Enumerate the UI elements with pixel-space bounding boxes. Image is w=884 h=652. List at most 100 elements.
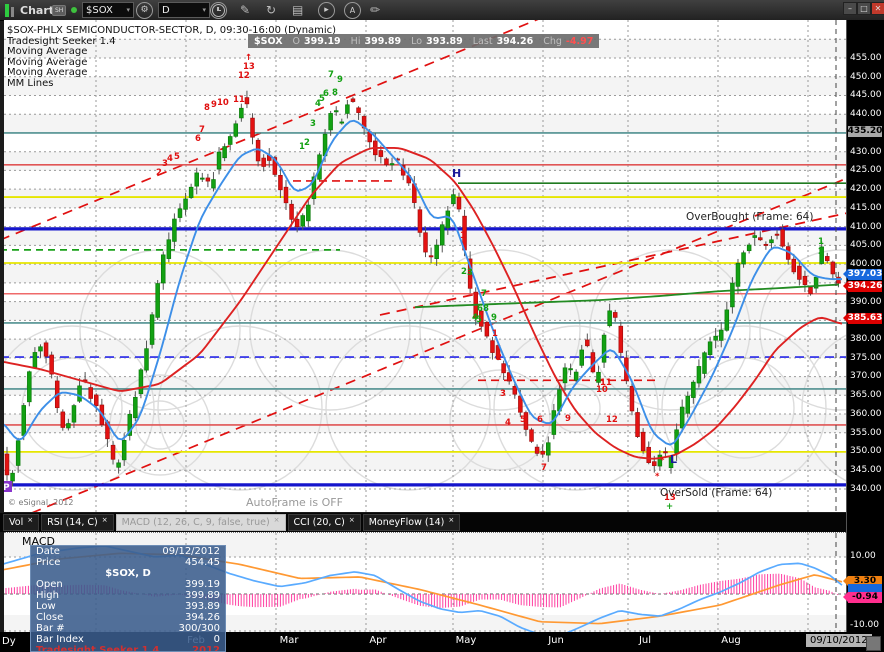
axis-tick-label: 360.00 — [850, 409, 882, 419]
toolbar: Chart SH $SOX ▾ ⚙ D ▾ ✎ ↻ ▤ ▸ A ✏ – □ ✕ — [0, 0, 884, 21]
axis-tick-label: 10.00 — [850, 551, 876, 561]
indicator-tabbar: Vol × RSI (14, C) × MACD (12, 26, C, 9, fals… — [0, 513, 846, 532]
databox-row: Low 393.89 — [36, 601, 220, 612]
count-marker: 3 — [467, 268, 473, 278]
count-marker: 2 — [818, 247, 824, 257]
axis-tick-label: 390.00 — [850, 297, 882, 307]
minimize-button[interactable]: – — [843, 2, 857, 15]
price-chart-pane[interactable]: 2 3 4 5 6 7 8 9 10 11 12 13 ↑ 1 2 3 4 5 6 7 8 9 H 1 2 3 7 6 8 4 5 9 1 2 3 4… — [0, 0, 884, 527]
oversold-label: OverSold (Frame: 64) — [660, 487, 772, 499]
close-button[interactable]: ✕ — [871, 2, 884, 15]
axis-tick-label: 425.00 — [850, 165, 882, 175]
maximize-button[interactable]: □ — [857, 2, 871, 15]
count-marker: 4 — [315, 99, 321, 109]
count-marker: 10 — [596, 385, 608, 395]
indicator-tab-vol[interactable]: Vol × — [3, 514, 40, 531]
quote-symbol: $SOX — [254, 35, 283, 47]
copyright-text: © eSignal, 2012 — [8, 498, 74, 507]
eraser-icon[interactable]: ✏ — [370, 3, 381, 17]
layout-badge: SH — [52, 4, 67, 16]
tab-close-icon[interactable]: × — [273, 515, 280, 524]
count-marker: 6 — [477, 304, 483, 314]
quote-board-icon[interactable]: ▤ — [292, 3, 304, 17]
databox-row: High 399.89 — [36, 590, 220, 601]
axis-mode-label: Dy — [2, 636, 16, 647]
chart-legend: $SOX-PHLX SEMICONDUCTOR-SECTOR, D, 09:30… — [7, 26, 336, 89]
axis-tick-label: 370.00 — [850, 371, 882, 381]
indicator-tab-rsi[interactable]: RSI (14, C) × — [41, 514, 114, 531]
macd-pane-label: MACD — [22, 535, 55, 548]
resize-grip[interactable] — [866, 636, 881, 651]
indicator-tab-macd[interactable]: MACD (12, 26, C, 9, false, true) × — [115, 514, 286, 531]
price-tag: 385.63 — [843, 312, 882, 324]
axis-tick-label: -10.00 — [850, 620, 880, 630]
symbol-select[interactable]: $SOX ▾ — [82, 2, 134, 18]
count-marker: + — [666, 502, 673, 512]
symbol-gear-icon[interactable]: ⚙ — [136, 1, 153, 19]
axis-tick-label: 380.00 — [850, 334, 882, 344]
count-marker: 7 — [481, 289, 487, 299]
price-axis[interactable]: 455.00 450.00 445.00 440.00 430.00 425.00 420.… — [843, 20, 884, 632]
legend-item: Moving Average — [7, 56, 88, 68]
count-marker: 8 — [204, 103, 210, 113]
quote-low: 393.89 — [426, 35, 463, 47]
quote-bar: $SOX O 399.19 Hi 399.89 Lo 393.89 Last 394.2… — [248, 34, 600, 48]
count-marker: 6 — [195, 134, 201, 144]
count-marker: 8 — [483, 304, 489, 314]
month-label: Apr — [369, 635, 387, 646]
count-marker: 1 — [299, 142, 305, 152]
axis-tick-label: 340.00 — [850, 484, 882, 494]
count-marker: 9 — [491, 313, 497, 323]
refresh-icon[interactable]: ↻ — [266, 3, 277, 17]
indicator-tab-cci[interactable]: CCI (20, C) × — [287, 514, 361, 531]
count-marker: 5 — [319, 94, 325, 104]
tab-close-icon[interactable]: × — [101, 515, 108, 524]
interval-clock-icon[interactable] — [210, 1, 227, 19]
annotation-icon[interactable]: A — [344, 1, 361, 19]
count-marker: 7 — [328, 70, 334, 80]
price-tag — [848, 583, 882, 595]
tab-close-icon[interactable]: × — [27, 515, 34, 524]
count-marker: 10 — [217, 98, 229, 108]
interval-select[interactable]: D ▾ — [158, 2, 210, 18]
axis-tick-label: 350.00 — [850, 446, 882, 456]
month-label: Jun — [548, 635, 564, 646]
chart-tab-label[interactable]: Chart — [20, 3, 55, 17]
cursor-data-box: Date 09/12/2012 Price 454.45 $SOX, D Open 399.… — [30, 545, 226, 652]
pivot-label: P — [4, 483, 10, 493]
count-marker: 1 — [492, 329, 498, 339]
tab-close-icon[interactable]: × — [348, 515, 355, 524]
count-marker: 1 — [460, 231, 466, 241]
cursor-date-tag: 09/10/2012 — [806, 634, 872, 647]
axis-tick-label: 415.00 — [850, 203, 882, 213]
count-marker: 5 — [174, 152, 180, 162]
databox-row: Open 399.19 — [36, 579, 220, 590]
databox-row: Price 454.45 — [36, 557, 220, 568]
count-marker: 8 — [332, 88, 338, 98]
databox-row: $SOX, D — [105, 568, 151, 579]
count-marker: 3 — [310, 119, 316, 129]
axis-tick-label: 400.00 — [850, 259, 882, 269]
axis-tick-label: 405.00 — [850, 240, 882, 250]
autoframe-status: AutoFrame is OFF — [246, 496, 343, 509]
month-label: Jul — [638, 635, 652, 646]
count-marker: 2 — [461, 267, 467, 277]
legend-item: Moving Average — [7, 46, 88, 57]
databox-row: Bar #300/300 — [36, 623, 220, 634]
play-icon[interactable]: ▸ — [318, 1, 335, 19]
axis-tick-label: 445.00 — [850, 90, 882, 100]
status-dot-icon — [71, 7, 77, 13]
count-marker: 9 — [337, 75, 343, 85]
tab-close-icon[interactable]: × — [448, 515, 455, 524]
count-marker: 4 — [505, 418, 511, 428]
axis-tick-label: 430.00 — [850, 147, 882, 157]
indicator-tab-moneyflow[interactable]: MoneyFlow (14) × — [362, 514, 461, 531]
draw-pencil-icon[interactable]: ✎ — [240, 3, 251, 17]
count-marker: 2 — [496, 353, 502, 363]
databox-row: Tradesight Seeker 1.4 2012 — [36, 645, 220, 652]
databox-row: Close 394.26 — [36, 612, 220, 623]
month-label: Aug — [721, 635, 741, 646]
quote-open: 399.19 — [304, 35, 341, 47]
count-marker: 4 — [472, 313, 478, 323]
